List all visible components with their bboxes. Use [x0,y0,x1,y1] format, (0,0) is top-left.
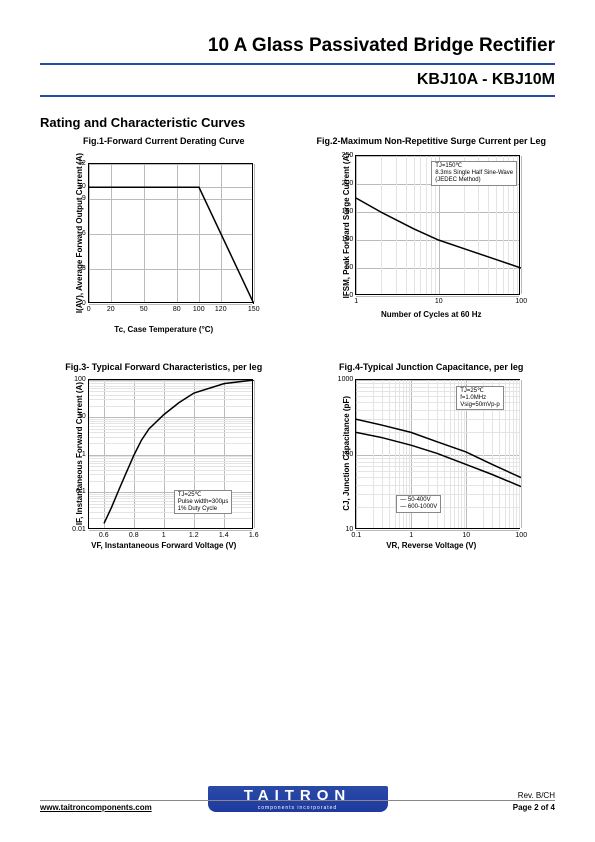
chart-title-fig4: Fig.4-Typical Junction Capacitance, per … [339,362,523,373]
plot-fig3: 0.60.811.21.41.60.010.1110100TJ=25℃ Puls… [88,379,253,529]
rev-label: Rev. B/CH [518,791,555,800]
page-footer: Rev. B/CH www.taitroncomponents.com Page… [40,791,555,812]
footer-divider [40,800,555,801]
plot-fig1: 020508010012015003691012 [88,163,253,303]
xlabel-fig2: Number of Cycles at 60 Hz [381,310,481,319]
chart-title-fig1: Fig.1-Forward Current Derating Curve [83,136,245,147]
chart-fig2: Fig.2-Maximum Non-Repetitive Surge Curre… [308,136,556,334]
chart-title-fig3: Fig.3- Typical Forward Characteristics, … [65,362,262,373]
title-divider [40,63,555,65]
part-number: KBJ10A - KBJ10M [40,71,555,89]
chart-fig1: Fig.1-Forward Current Derating Curve I(A… [40,136,288,334]
plot-fig4: 0.1110100101001000TJ=25℃ f=1.0MHz Vsig=5… [355,379,520,529]
chart-fig4: Fig.4-Typical Junction Capacitance, per … [308,362,556,550]
charts-grid: Fig.1-Forward Current Derating Curve I(A… [40,136,555,550]
page-title: 10 A Glass Passivated Bridge Rectifier [40,35,555,57]
page-number: Page 2 of 4 [513,803,555,812]
xlabel-fig3: VF, Instantaneous Forward Voltage (V) [91,541,236,550]
part-divider [40,95,555,97]
website-link[interactable]: www.taitroncomponents.com [40,803,152,812]
ylabel-fig2: IFSM, Peak Forward Surge Current (A) [342,153,351,298]
section-title: Rating and Characteristic Curves [40,115,555,130]
xlabel-fig1: Tc, Case Temperature (°C) [114,325,213,334]
xlabel-fig4: VR, Reverse Voltage (V) [386,541,476,550]
chart-fig3: Fig.3- Typical Forward Characteristics, … [40,362,288,550]
plot-fig2: 110100050100150200250TJ=150℃ 8.3ms Singl… [355,155,520,295]
chart-title-fig2: Fig.2-Maximum Non-Repetitive Surge Curre… [316,136,546,147]
